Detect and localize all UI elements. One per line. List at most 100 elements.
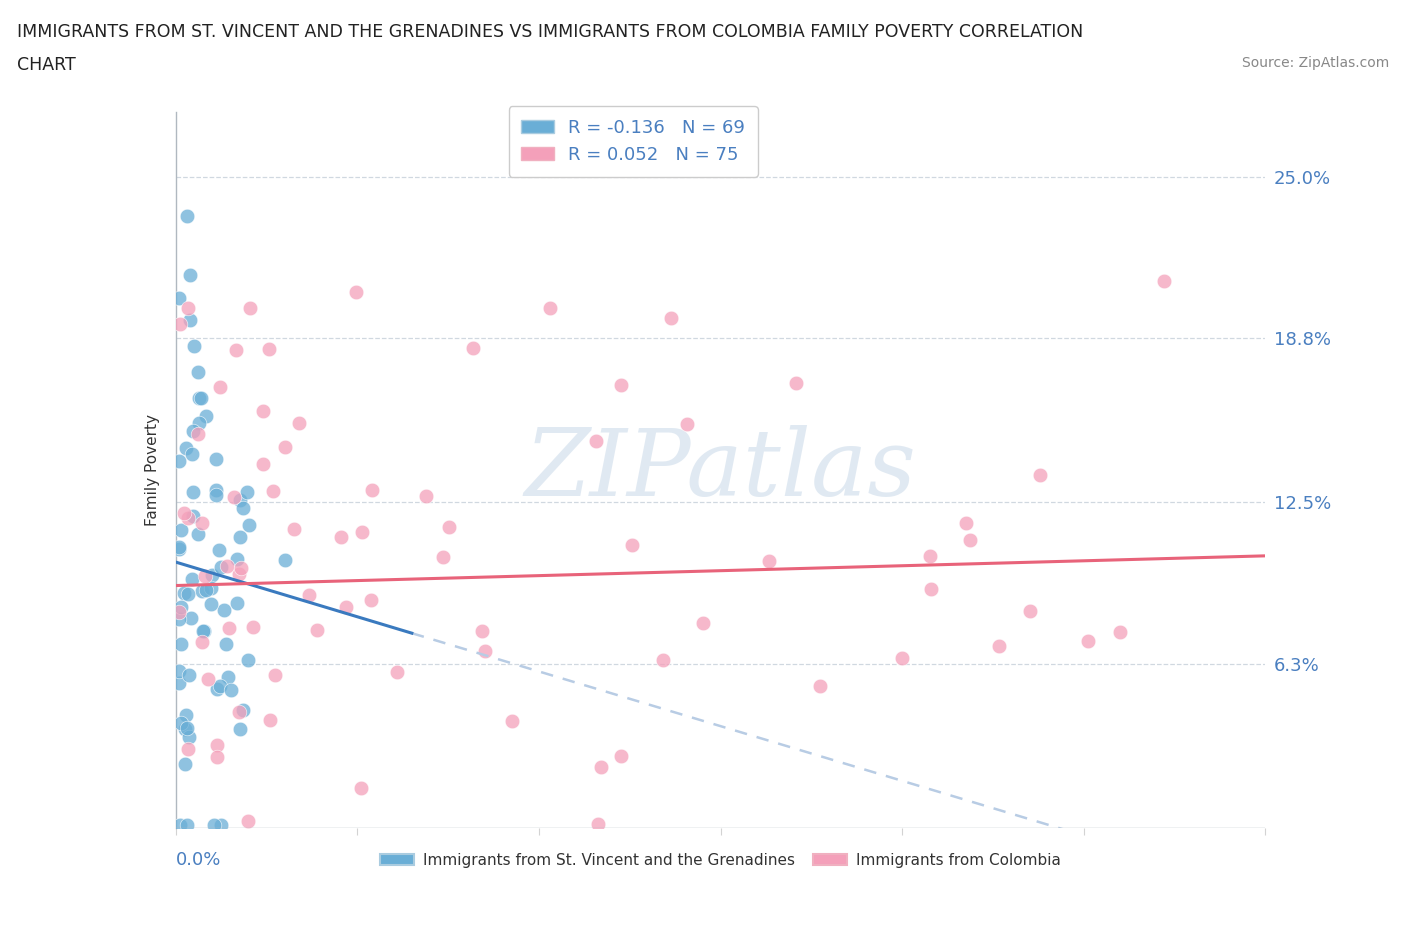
Point bbox=[179, 668, 201, 683]
Point bbox=[274, 552, 297, 567]
Point bbox=[432, 550, 454, 565]
Point bbox=[918, 548, 941, 563]
Point bbox=[209, 678, 232, 693]
Point bbox=[283, 522, 305, 537]
Point bbox=[181, 424, 204, 439]
Point bbox=[169, 290, 191, 305]
Point bbox=[186, 365, 209, 379]
Point bbox=[661, 311, 683, 325]
Point bbox=[187, 390, 209, 405]
Text: CHART: CHART bbox=[17, 56, 76, 73]
Text: 0.0%: 0.0% bbox=[176, 851, 221, 869]
Point bbox=[191, 634, 214, 649]
Point bbox=[610, 749, 633, 764]
Point bbox=[415, 488, 437, 503]
Point bbox=[298, 588, 321, 603]
Point bbox=[200, 596, 222, 611]
Point bbox=[273, 440, 295, 455]
Point bbox=[350, 780, 373, 795]
Point bbox=[1077, 633, 1099, 648]
Point bbox=[262, 484, 284, 498]
Point bbox=[170, 600, 193, 615]
Point bbox=[179, 268, 201, 283]
Point bbox=[181, 485, 204, 500]
Point bbox=[183, 339, 205, 353]
Point bbox=[177, 511, 200, 525]
Point bbox=[169, 316, 191, 331]
Point bbox=[174, 708, 197, 723]
Point bbox=[692, 616, 714, 631]
Point bbox=[193, 624, 215, 639]
Point bbox=[228, 566, 250, 581]
Point bbox=[177, 742, 200, 757]
Point bbox=[215, 637, 238, 652]
Point bbox=[785, 376, 807, 391]
Text: IMMIGRANTS FROM ST. VINCENT AND THE GRENADINES VS IMMIGRANTS FROM COLOMBIA FAMIL: IMMIGRANTS FROM ST. VINCENT AND THE GREN… bbox=[17, 23, 1083, 41]
Point bbox=[651, 653, 673, 668]
Point bbox=[170, 523, 193, 538]
Point bbox=[229, 492, 252, 507]
Point bbox=[207, 682, 229, 697]
Point bbox=[214, 603, 236, 618]
Point bbox=[620, 538, 643, 552]
Point bbox=[190, 391, 212, 405]
Point bbox=[226, 596, 249, 611]
Point bbox=[170, 636, 193, 651]
Point bbox=[257, 341, 280, 356]
Point bbox=[232, 501, 254, 516]
Point bbox=[180, 611, 202, 626]
Point bbox=[252, 404, 274, 418]
Point bbox=[586, 817, 609, 831]
Point bbox=[194, 582, 217, 597]
Point bbox=[202, 817, 225, 832]
Point bbox=[461, 341, 484, 356]
Point bbox=[225, 342, 247, 357]
Point bbox=[959, 533, 981, 548]
Point bbox=[215, 558, 238, 573]
Point bbox=[236, 653, 259, 668]
Point bbox=[177, 730, 200, 745]
Point bbox=[174, 722, 197, 737]
Point bbox=[169, 611, 191, 626]
Point bbox=[191, 623, 214, 638]
Y-axis label: Family Poverty: Family Poverty bbox=[145, 414, 160, 525]
Point bbox=[259, 713, 281, 728]
Point bbox=[205, 750, 228, 764]
Point bbox=[177, 300, 200, 315]
Point bbox=[352, 525, 374, 539]
Point bbox=[194, 568, 217, 583]
Point bbox=[173, 506, 195, 521]
Point bbox=[238, 518, 260, 533]
Point bbox=[228, 530, 250, 545]
Point bbox=[238, 814, 260, 829]
Text: ZIPatlas: ZIPatlas bbox=[524, 425, 917, 514]
Point bbox=[344, 285, 367, 299]
Point bbox=[1153, 273, 1175, 288]
Point bbox=[330, 530, 353, 545]
Point bbox=[209, 817, 232, 832]
Point bbox=[675, 417, 697, 432]
Point bbox=[236, 485, 259, 499]
Point bbox=[987, 639, 1010, 654]
Point bbox=[197, 671, 219, 686]
Point bbox=[225, 551, 247, 566]
Point bbox=[181, 446, 204, 461]
Text: Source: ZipAtlas.com: Source: ZipAtlas.com bbox=[1241, 56, 1389, 70]
Point bbox=[181, 508, 204, 523]
Point bbox=[758, 554, 780, 569]
Point bbox=[209, 559, 232, 574]
Point bbox=[173, 586, 195, 601]
Point bbox=[335, 600, 357, 615]
Point bbox=[808, 678, 831, 693]
Point bbox=[179, 312, 201, 327]
Point bbox=[471, 624, 494, 639]
Point bbox=[190, 584, 212, 599]
Point bbox=[920, 581, 942, 596]
Point bbox=[224, 489, 246, 504]
Legend: Immigrants from St. Vincent and the Grenadines, Immigrants from Colombia: Immigrants from St. Vincent and the Gren… bbox=[374, 846, 1067, 874]
Point bbox=[219, 683, 242, 698]
Point bbox=[194, 408, 217, 423]
Point bbox=[204, 487, 226, 502]
Point bbox=[174, 441, 197, 456]
Point bbox=[360, 483, 382, 498]
